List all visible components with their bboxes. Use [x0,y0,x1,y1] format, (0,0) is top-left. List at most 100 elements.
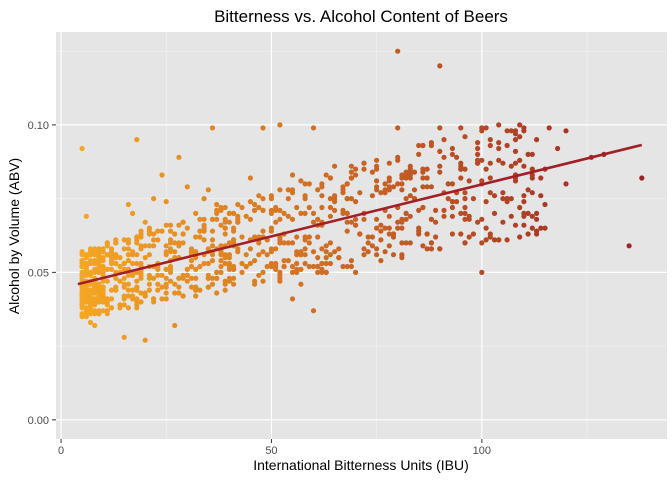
data-point [125,305,131,311]
data-point [437,63,443,69]
data-point [146,252,152,258]
data-point [193,249,199,255]
data-point [315,234,321,240]
data-point [108,258,115,264]
data-point [521,128,527,134]
data-point [475,157,481,163]
data-point [260,249,266,255]
data-point [104,296,110,302]
data-point [273,246,279,252]
data-point [214,290,220,296]
data-point [521,199,527,205]
data-point [138,228,144,234]
data-point [188,263,195,270]
data-points [79,48,645,343]
data-point [491,210,498,216]
data-point [151,196,157,202]
x-tick-label: 50 [265,445,277,457]
data-point [298,252,304,258]
data-point [378,237,384,243]
data-point [420,142,426,149]
data-point [458,231,464,237]
data-point [475,145,481,152]
data-point [302,246,308,252]
data-point [96,269,102,275]
data-point [437,163,443,169]
data-point [273,266,279,272]
data-point [188,258,195,264]
data-point [289,269,296,275]
data-point [209,258,216,264]
data-point [319,266,325,272]
data-point [96,296,102,302]
data-point [386,213,392,219]
data-point [534,231,540,237]
data-point [222,204,228,211]
data-point [100,284,106,290]
data-point [344,210,350,216]
data-point [121,237,127,243]
data-point [382,187,388,193]
data-point [201,237,207,243]
data-point [487,175,493,181]
data-point [176,243,182,249]
data-point [428,216,434,222]
data-point [125,258,131,264]
data-point [395,225,401,231]
data-point [466,216,472,222]
data-point [134,252,140,258]
data-point [226,219,232,225]
grid-lines [56,32,667,439]
data-point [214,275,220,281]
data-point [100,308,106,314]
data-point [256,252,262,258]
data-point [79,293,85,299]
data-point [504,128,510,134]
data-point [218,222,224,228]
data-point [209,237,216,243]
data-point [79,284,85,290]
data-point [231,228,237,234]
data-point [302,260,308,267]
data-point [83,305,89,311]
data-point [163,243,169,249]
data-point [323,172,329,178]
data-point [87,269,94,275]
data-point [403,210,409,216]
data-point [87,319,94,326]
data-point [163,252,169,258]
data-point [277,275,283,281]
data-point [209,216,216,222]
y-tick-label: 0.00 [28,415,49,427]
data-point [500,160,506,166]
data-point [239,269,245,275]
data-point [298,178,304,184]
data-point [374,252,380,258]
data-point [201,228,207,234]
data-point [512,160,519,166]
data-point [235,219,241,225]
data-point [512,131,519,137]
data-point [214,216,220,222]
data-point [496,237,502,243]
data-point [529,151,535,157]
data-point [281,210,287,216]
data-point [260,278,266,284]
data-point [462,134,468,140]
data-point [201,216,207,222]
data-point [201,260,207,267]
data-point [348,219,354,225]
data-point [79,263,85,270]
data-point [184,225,190,231]
data-point [353,199,359,205]
data-point [399,240,405,246]
data-point [273,219,279,225]
data-point [121,246,127,252]
data-point [113,275,119,281]
data-point [487,137,493,143]
data-point [512,137,519,143]
data-point [399,255,405,261]
data-point [113,252,119,258]
data-point [285,187,291,193]
data-point [340,207,346,213]
